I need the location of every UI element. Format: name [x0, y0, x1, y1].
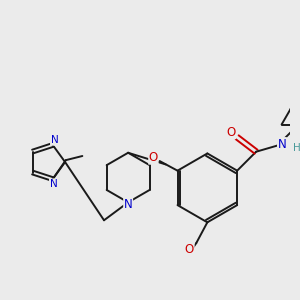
Text: N: N: [124, 198, 133, 211]
Text: O: O: [149, 151, 158, 164]
Text: H: H: [293, 143, 300, 153]
Text: N: N: [51, 135, 58, 145]
Text: O: O: [185, 243, 194, 256]
Text: N: N: [278, 138, 286, 151]
Text: O: O: [226, 126, 236, 139]
Text: N: N: [50, 179, 57, 189]
